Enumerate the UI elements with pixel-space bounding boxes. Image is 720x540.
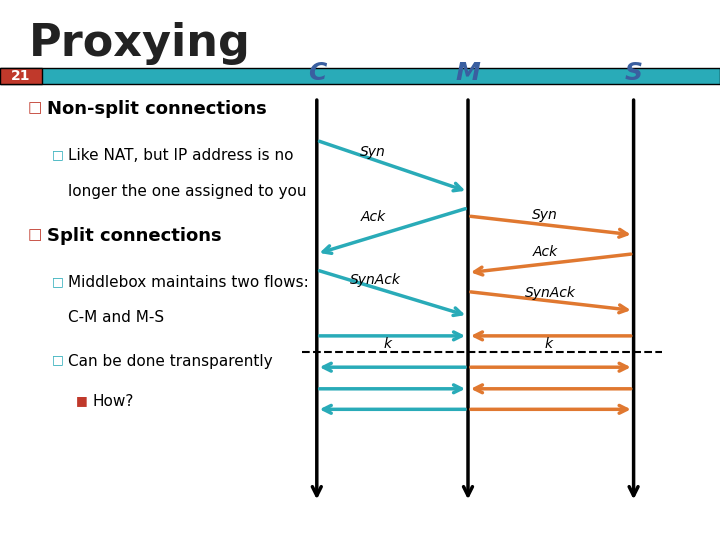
FancyBboxPatch shape (0, 68, 42, 84)
Text: C: C (307, 62, 326, 85)
Text: Split connections: Split connections (47, 227, 222, 245)
Text: C-M and M-S: C-M and M-S (68, 310, 165, 326)
FancyBboxPatch shape (0, 68, 720, 84)
Text: 21: 21 (11, 69, 31, 83)
Text: S: S (625, 62, 643, 85)
Text: Like NAT, but IP address is no: Like NAT, but IP address is no (68, 148, 294, 163)
Text: □: □ (52, 354, 63, 367)
Text: SynAck: SynAck (526, 286, 576, 300)
Text: longer the one assigned to you: longer the one assigned to you (68, 184, 307, 199)
Text: ■: ■ (76, 394, 87, 407)
Text: SynAck: SynAck (351, 273, 401, 287)
Text: Syn: Syn (360, 145, 386, 159)
Text: □: □ (27, 100, 42, 115)
Text: Can be done transparently: Can be done transparently (68, 354, 273, 369)
Text: □: □ (52, 275, 63, 288)
Text: k: k (383, 337, 392, 351)
Text: How?: How? (92, 394, 133, 409)
Text: k: k (544, 337, 553, 351)
Text: □: □ (27, 227, 42, 242)
Text: Ack: Ack (533, 245, 557, 259)
Text: □: □ (52, 148, 63, 161)
Text: Ack: Ack (361, 210, 385, 224)
Text: Syn: Syn (532, 208, 558, 222)
Text: Proxying: Proxying (29, 22, 251, 65)
Text: Middlebox maintains two flows:: Middlebox maintains two flows: (68, 275, 309, 291)
Text: Non-split connections: Non-split connections (47, 100, 266, 118)
Text: M: M (456, 62, 480, 85)
